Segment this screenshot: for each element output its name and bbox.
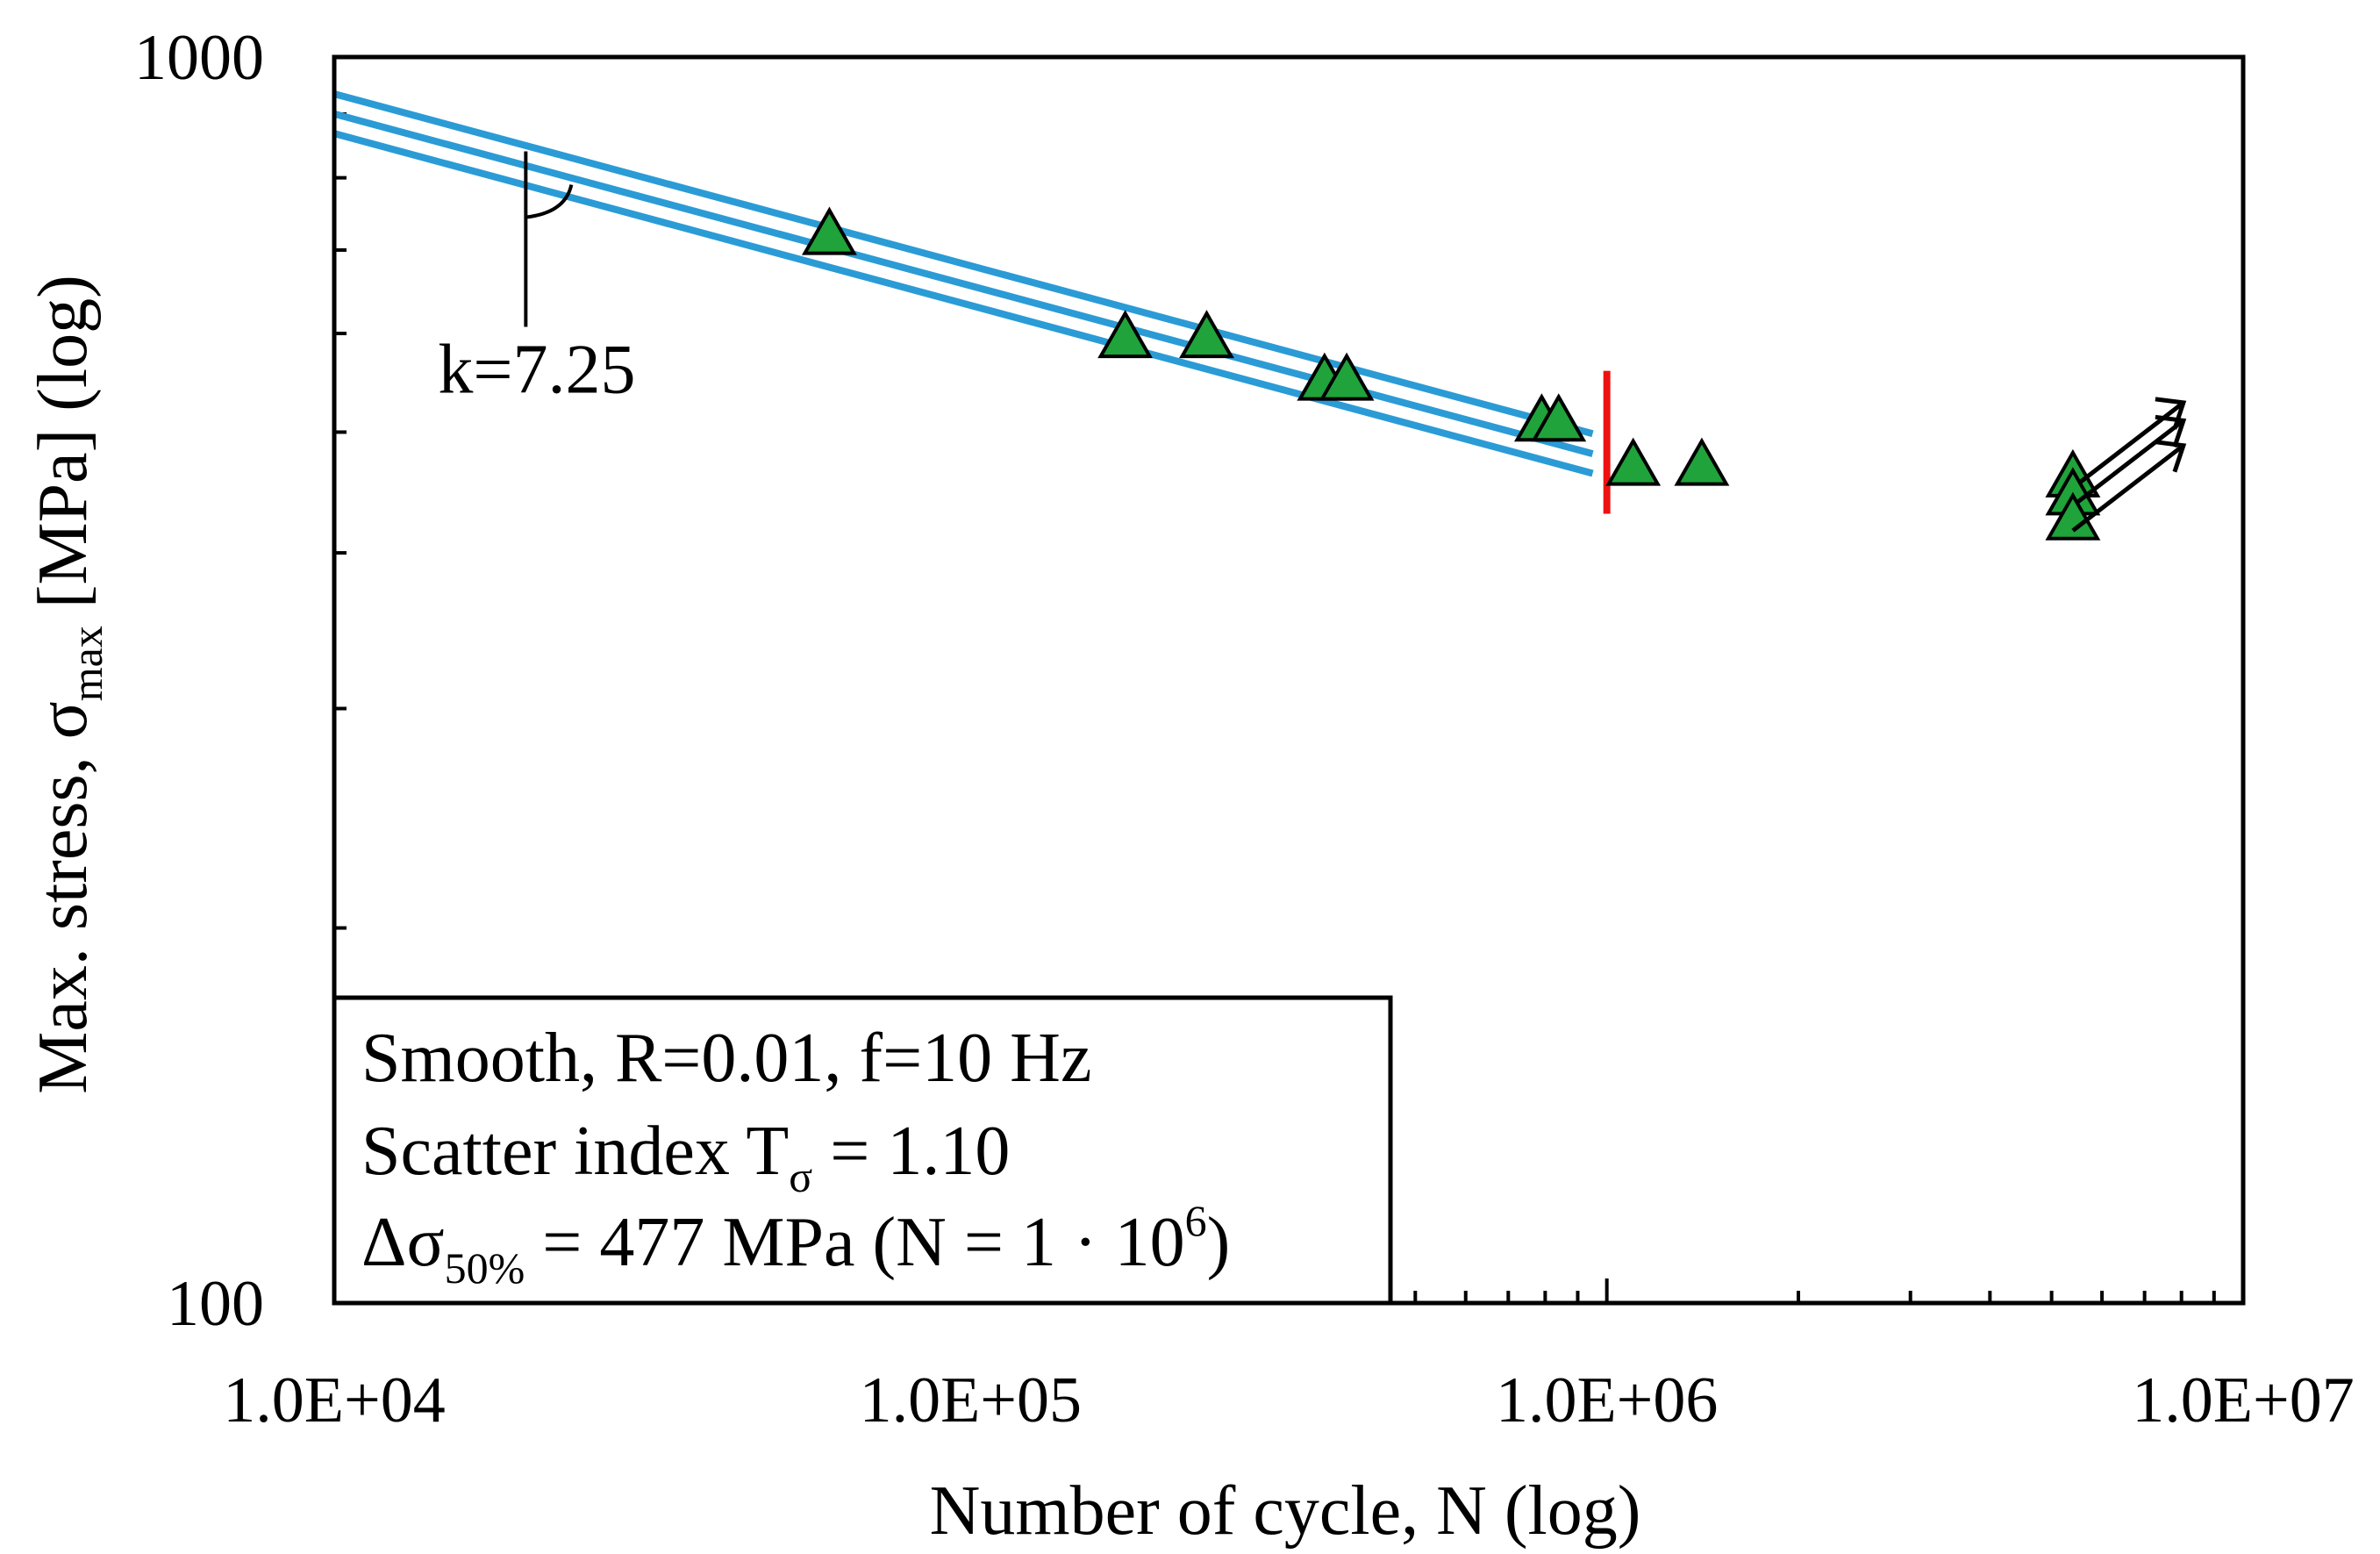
info-line-3-mid: = 477 MPa (N = 1 · 10 — [525, 1204, 1184, 1281]
slope-arc — [525, 184, 574, 219]
sn-curve-line — [332, 90, 1594, 438]
info-line-3-prefix: Δσ — [361, 1204, 445, 1281]
y-tick-label: 1000 — [134, 22, 264, 94]
failure-point — [1097, 310, 1154, 359]
failure-point — [1605, 437, 1662, 486]
failure-markers — [801, 206, 1730, 486]
runout-markers — [2045, 397, 2187, 541]
runout-arrow-shaft — [2071, 419, 2185, 508]
sn-curves — [332, 90, 1594, 477]
sn-curve-line — [332, 130, 1594, 477]
y-axis-title: Max. stress, σmax [MPa] (log) — [25, 275, 111, 1094]
runout-point — [2045, 491, 2101, 541]
failure-point — [801, 206, 857, 255]
failure-point — [1531, 393, 1587, 442]
sn-curve-line — [332, 110, 1594, 458]
y-tick-labels: 100 1000 — [134, 22, 264, 1340]
x-tick-label: 1.0E+05 — [860, 1364, 1082, 1436]
info-line-2-suffix: = 1.10 — [812, 1113, 1010, 1190]
runout-arrow-shaft — [2071, 443, 2185, 533]
x-tick-label: 1.0E+07 — [2132, 1364, 2354, 1436]
info-box-frame — [332, 995, 1393, 1306]
failure-point — [1179, 310, 1234, 359]
failure-point — [1319, 352, 1375, 401]
info-line-1: Smooth, R=0.01, f=10 Hz — [361, 1020, 1091, 1097]
info-line-3-suffix: ) — [1207, 1204, 1231, 1281]
x-tick-label: 1.0E+04 — [223, 1364, 445, 1436]
y-tick-label: 100 — [167, 1268, 264, 1340]
info-line-2-sub: σ — [789, 1152, 812, 1201]
info-line-2-prefix: Scatter index T — [361, 1113, 789, 1190]
slope-annotation: k=7.25 — [438, 151, 635, 409]
info-box: Smooth, R=0.01, f=10 Hz Scatter index Tσ… — [332, 995, 1393, 1306]
x-tick-labels: 1.0E+04 1.0E+05 1.0E+06 1.0E+07 — [223, 1364, 2354, 1436]
y-axis-title-suffix: [MPa] (log) — [25, 275, 102, 626]
y-axis-title-sub: max — [62, 626, 111, 701]
info-line-3-sub: 50% — [445, 1243, 525, 1293]
x-axis-title: Number of cycle, N (log) — [930, 1472, 1641, 1550]
runout-arrow-head — [2155, 440, 2187, 473]
info-line-3: Δσ50% = 477 MPa (N = 1 · 106) — [361, 1196, 1230, 1293]
info-line-3-sup: 6 — [1185, 1196, 1207, 1245]
slope-label: k=7.25 — [438, 332, 635, 409]
info-line-2: Scatter index Tσ = 1.10 — [361, 1113, 1010, 1201]
runout-arrow-head — [2155, 414, 2187, 448]
failure-point — [1674, 437, 1730, 486]
y-axis-title-prefix: Max. stress, σ — [25, 701, 102, 1094]
x-tick-label: 1.0E+06 — [1496, 1364, 1718, 1436]
